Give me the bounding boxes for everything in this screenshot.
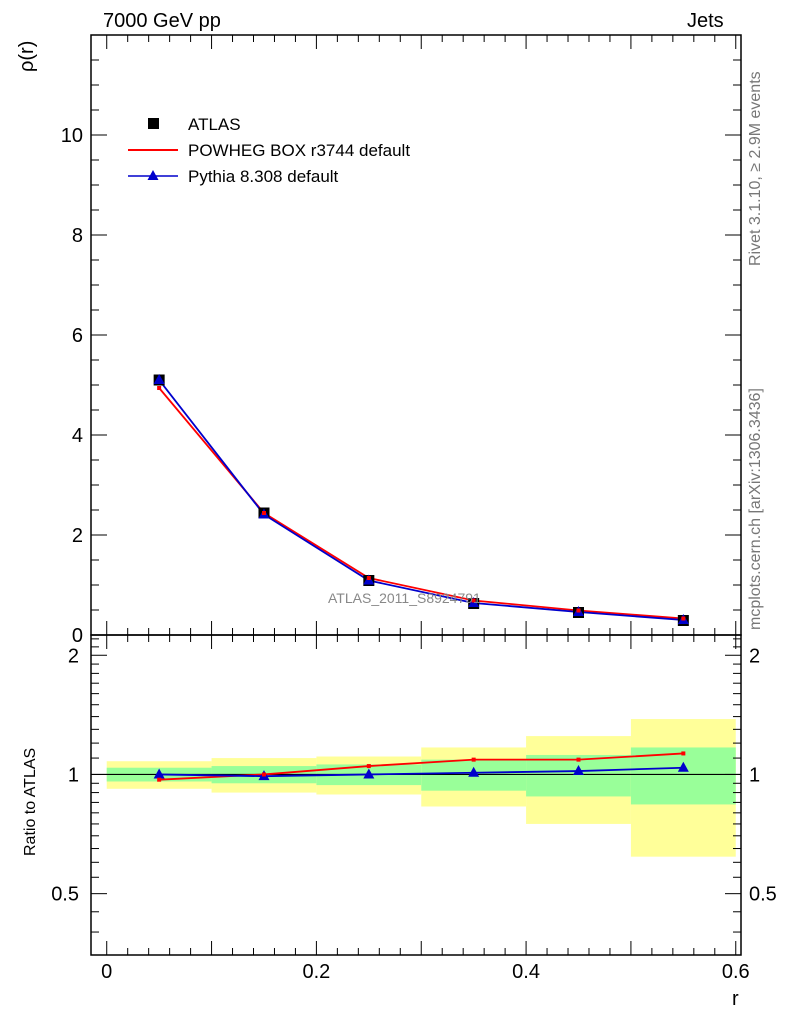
pythia-line — [158, 379, 684, 621]
ratio-y-tick-label: 2 — [68, 645, 79, 667]
y-tick-label: 0 — [72, 625, 83, 647]
ratio-y-axis-label: Ratio to ATLAS — [22, 747, 39, 856]
powheg-ratio-point — [576, 757, 581, 762]
powheg-ratio-point — [366, 764, 371, 769]
ratio-y-tick-label-right: 0.5 — [749, 884, 777, 906]
x-tick-label: 0.4 — [512, 961, 540, 983]
y-tick-label: 6 — [72, 325, 83, 347]
x-tick-label: 0.6 — [722, 961, 750, 983]
ratio-y-tick-label: 0.5 — [51, 884, 79, 906]
x-tick-label: 0.2 — [302, 961, 330, 983]
powheg-point — [576, 608, 581, 613]
axis-ticks — [91, 35, 741, 955]
pythia-ratio-line — [159, 766, 684, 778]
band-inner-bin — [526, 754, 631, 797]
analysis-watermark: ATLAS_2011_S8924791 — [328, 590, 481, 606]
powheg-ratio-point — [471, 757, 476, 762]
powheg-point — [261, 511, 266, 515]
band-inner-bin — [630, 747, 736, 805]
legend-label: ATLAS — [188, 115, 241, 134]
pythia-ratio-point — [153, 768, 165, 779]
legend-atlas-marker — [148, 118, 159, 129]
ratio-panel-frame — [90, 634, 742, 956]
x-axis-label: r — [732, 988, 739, 1010]
ratio-y-tick-label-right: 1 — [749, 764, 760, 786]
pythia-ratio-point — [363, 768, 375, 779]
powheg-ratio-point — [157, 777, 162, 782]
pythia-ratio-point — [677, 761, 689, 772]
legend-pythia-marker — [147, 170, 159, 180]
powheg-point — [157, 386, 162, 390]
header-left-label: 7000 GeV pp — [103, 10, 221, 32]
powheg-point — [471, 598, 476, 603]
pythia-ratio-point — [573, 765, 584, 776]
y-tick-label: 10 — [61, 125, 83, 147]
powheg-ratio-point — [681, 751, 686, 756]
powheg-point — [681, 616, 686, 621]
y-tick-label: 2 — [72, 525, 83, 547]
powheg-point — [366, 576, 371, 580]
powheg-ratio-point — [261, 772, 266, 777]
mcplots-site-label: mcplots.cern.ch [arXiv:1306.3436] — [747, 388, 764, 630]
y-tick-label: 4 — [72, 425, 83, 447]
series-lines — [158, 379, 684, 781]
ratio-uncertainty-bands — [91, 719, 741, 857]
rivet-version-label: Rivet 3.1.10, ≥ 2.9M events — [747, 71, 764, 266]
legend-label: Pythia 8.308 default — [188, 167, 339, 186]
ratio-y-tick-label: 1 — [68, 764, 79, 786]
powheg-line — [158, 387, 684, 620]
main-y-axis-label: ρ(r) — [16, 40, 38, 72]
legend-label: POWHEG BOX r3744 default — [188, 141, 410, 160]
series-markers — [153, 374, 689, 782]
pythia-point — [153, 374, 165, 384]
ratio-y-tick-label-right: 2 — [749, 645, 760, 667]
pythia-ratio-point — [468, 766, 480, 777]
y-tick-label: 8 — [72, 225, 83, 247]
header-right-label: Jets — [687, 10, 724, 32]
x-tick-label: 0 — [101, 961, 112, 983]
legend: ATLAS POWHEG BOX r3744 default Pythia 8.30… — [128, 115, 410, 186]
